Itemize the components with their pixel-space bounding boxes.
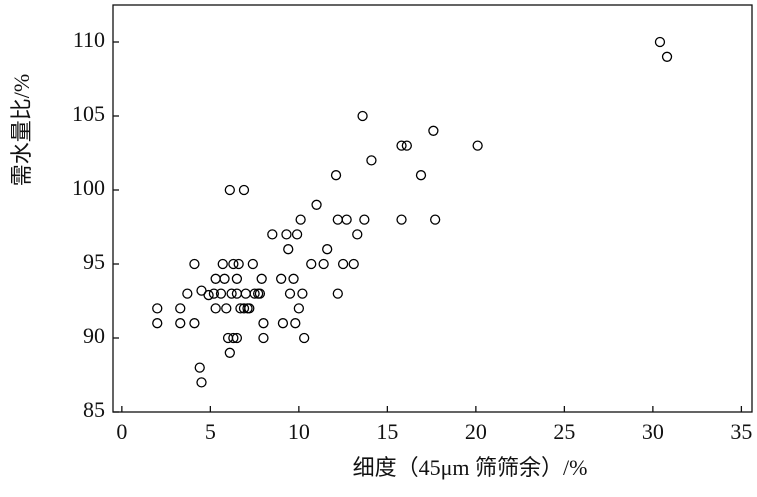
y-tick-label: 95 (83, 249, 105, 274)
point (472, 140, 483, 151)
point (231, 332, 243, 344)
point (226, 288, 237, 299)
x-tick-label: 10 (288, 419, 310, 444)
point (396, 214, 407, 225)
point (152, 318, 163, 329)
point (194, 362, 205, 373)
point (297, 288, 308, 299)
point (228, 332, 239, 344)
x-tick-label: 15 (376, 419, 398, 444)
point (258, 332, 269, 344)
point (189, 318, 200, 329)
point (322, 244, 333, 255)
point (228, 258, 239, 270)
x-tick-label: 35 (730, 419, 752, 444)
point (244, 303, 255, 314)
point (288, 273, 299, 284)
point (238, 303, 250, 314)
point (210, 273, 221, 284)
point (258, 318, 269, 329)
point (306, 258, 317, 270)
point (299, 332, 310, 344)
point (224, 347, 235, 358)
x-tick-label: 30 (642, 419, 664, 444)
y-tick-label: 105 (72, 101, 105, 126)
x-tick-label: 25 (553, 419, 575, 444)
point (357, 110, 368, 122)
point (284, 288, 296, 299)
point (401, 140, 412, 151)
point (293, 303, 305, 314)
point (430, 214, 441, 225)
x-tick-label: 0 (116, 419, 127, 444)
point (277, 318, 289, 329)
point (332, 288, 343, 299)
point (352, 229, 363, 240)
point (311, 199, 322, 210)
point (318, 258, 329, 270)
point (196, 377, 207, 388)
point (233, 258, 244, 270)
point (231, 273, 243, 284)
point (366, 155, 377, 166)
point (295, 214, 306, 225)
x-tick-label: 5 (205, 419, 216, 444)
point (208, 288, 220, 299)
point (215, 288, 227, 299)
point (290, 318, 301, 329)
point (238, 184, 250, 196)
point (221, 303, 232, 314)
point (256, 273, 267, 284)
point (189, 258, 200, 270)
point (240, 288, 251, 299)
point (152, 303, 163, 314)
point (175, 303, 186, 314)
point (337, 258, 349, 270)
point (359, 214, 370, 225)
point (175, 318, 186, 329)
point (332, 214, 343, 225)
point (203, 289, 214, 301)
point (415, 170, 427, 181)
point (182, 288, 193, 299)
y-tick-label: 90 (83, 323, 105, 348)
point (217, 258, 228, 270)
y-axis-label: 需水量比/% (9, 74, 34, 186)
y-tick-label: 85 (83, 397, 105, 422)
point (330, 170, 342, 181)
point (222, 332, 234, 344)
point (210, 303, 221, 314)
y-tick-label: 100 (72, 175, 105, 200)
point (281, 229, 292, 240)
point (249, 288, 260, 299)
point (276, 273, 287, 284)
x-tick-label: 20 (465, 419, 487, 444)
point (348, 258, 359, 270)
y-tick-label: 110 (73, 27, 105, 52)
point (654, 36, 666, 48)
point (231, 288, 243, 299)
point (254, 288, 266, 299)
point (396, 140, 407, 151)
point (267, 229, 278, 240)
point (341, 214, 352, 225)
point (247, 258, 258, 270)
plot-frame (112, 4, 753, 413)
point (661, 51, 673, 62)
point (283, 244, 294, 255)
point (224, 184, 235, 196)
point (428, 125, 439, 136)
point (291, 229, 303, 240)
point (219, 273, 230, 284)
x-axis-label: 细度（45μm 筛筛余）/% (353, 455, 588, 480)
